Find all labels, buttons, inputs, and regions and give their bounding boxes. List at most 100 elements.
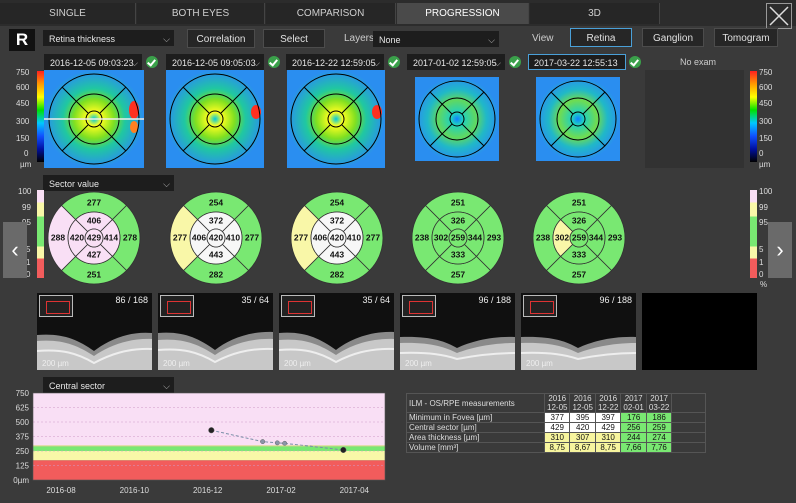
tab-comparison[interactable]: COMPARISON	[266, 3, 396, 24]
sector-value-outer: 277	[294, 232, 308, 242]
close-button[interactable]	[766, 3, 792, 29]
table-cell: 8,67	[569, 442, 596, 453]
sector-value-inner: 326	[572, 215, 586, 225]
exam-date-value: 2017-03-22 12:55:13	[534, 58, 618, 68]
table-cell: 186	[645, 412, 673, 423]
tab-both-eyes[interactable]: BOTH EYES	[137, 3, 265, 24]
tab-single[interactable]: SINGLE	[0, 3, 136, 24]
table-cell: 429	[594, 422, 622, 433]
sector-value-outer: 257	[451, 269, 465, 279]
x-tick-label: 2016-12	[193, 486, 223, 495]
trend-point[interactable]	[340, 446, 347, 454]
thickness-map[interactable]	[287, 70, 385, 168]
bscan-view[interactable]: 96 / 188 200 µm	[521, 293, 636, 370]
thickness-map[interactable]	[536, 77, 620, 161]
central-sector	[84, 228, 104, 248]
thickness-tick: 150	[759, 134, 773, 143]
bscan-view[interactable]: 86 / 168 200 µm	[37, 293, 152, 370]
bscan-location-thumbnail[interactable]	[523, 295, 557, 317]
check-icon	[268, 56, 280, 68]
normative-band	[33, 446, 385, 451]
x-tick-label: 2017-02	[266, 486, 296, 495]
empty-bscan-slot	[642, 293, 757, 370]
sector-mode-select[interactable]: Sector value ⌵	[43, 175, 174, 191]
sector-value-inner: 443	[330, 249, 344, 259]
bscan-counter: 35 / 64	[241, 295, 269, 305]
exam-date-select[interactable]: 2016-12-22 12:59:05 ⌵	[286, 54, 384, 70]
exam-date-select[interactable]: 2017-01-02 12:59:05 ⌵	[407, 54, 505, 70]
sector-value-inner: 410	[347, 232, 361, 242]
view-ganglion-button[interactable]: Ganglion	[642, 28, 704, 47]
trend-point[interactable]	[208, 427, 215, 434]
thickness-tick: 600	[16, 83, 30, 92]
bscan-location-thumbnail[interactable]	[281, 295, 315, 317]
sector-value-center: 420	[330, 232, 344, 242]
normative-band	[33, 393, 385, 446]
table-row: Minimum in Fovea [µm] 377 395 397 176 18…	[406, 412, 707, 423]
bscan-location-thumbnail[interactable]	[39, 295, 73, 317]
sector-value-outer: 257	[572, 269, 586, 279]
table-cell: 8,75	[594, 442, 622, 453]
trend-point[interactable]	[282, 440, 288, 446]
trend-chart: 750 625 500 375 250 125 0µm 2016-08 2016-10 2016-…	[13, 389, 386, 495]
thickness-map[interactable]	[44, 70, 144, 168]
sector-value-inner: 406	[313, 232, 327, 242]
table-cell: 420	[569, 422, 596, 433]
chevron-down-icon: ⌵	[163, 179, 170, 189]
sector-value-inner: 410	[226, 232, 240, 242]
column-header: 2016 12-22	[594, 393, 622, 413]
select-button[interactable]: Select	[263, 29, 325, 48]
thickness-tick: 750	[759, 68, 773, 77]
sector-value-inner: 344	[468, 232, 482, 242]
chevron-down-icon: ⌵	[253, 58, 260, 68]
thickness-map[interactable]	[166, 70, 264, 168]
exam-date-select[interactable]: 2016-12-05 09:03:23 ⌵	[44, 54, 142, 70]
table-cell: 7,76	[645, 442, 673, 453]
percentile-tick: 100	[18, 187, 32, 196]
thickness-tick: 600	[759, 83, 773, 92]
prev-exam-button[interactable]: ‹	[3, 222, 27, 278]
table-cell: 274	[645, 432, 673, 443]
bscan-image	[400, 336, 515, 370]
sector-value-outer: 277	[87, 197, 101, 207]
sector-value-inner: 326	[451, 215, 465, 225]
trend-point[interactable]	[260, 439, 266, 445]
trend-point[interactable]	[274, 440, 280, 446]
layers-select[interactable]: None ⌵	[373, 31, 499, 47]
sector-value-outer: 254	[209, 197, 223, 207]
table-cell	[671, 442, 707, 453]
exam-date-select[interactable]: 2017-03-22 12:55:13	[528, 54, 626, 70]
correlation-button[interactable]: Correlation	[187, 29, 255, 48]
y-tick-label: 625	[16, 404, 30, 413]
bscan-view[interactable]: 35 / 64 200 µm	[279, 293, 394, 370]
chevron-down-icon: ⌵	[373, 58, 380, 68]
view-retina-button[interactable]: Retina	[570, 28, 632, 47]
bscan-scale-label: 200 µm	[163, 359, 190, 368]
sector-value-outer: 238	[415, 232, 429, 242]
bscan-location-thumbnail[interactable]	[402, 295, 436, 317]
sector-value-outer: 277	[366, 232, 380, 242]
map-type-select[interactable]: Retina thickness ⌵	[43, 30, 174, 46]
exam-date-select[interactable]: 2016-12-05 09:05:03 ⌵	[166, 54, 264, 70]
bscan-image	[521, 336, 636, 370]
next-exam-button[interactable]: ›	[768, 222, 792, 278]
tab-3d[interactable]: 3D	[530, 3, 660, 24]
thickness-map-graphic	[287, 70, 385, 168]
sector-value-inner: 406	[87, 215, 101, 225]
exam-date-value: 2016-12-22 12:59:05	[292, 58, 376, 68]
percentile-tick: 1	[759, 258, 764, 267]
bscan-location-thumbnail[interactable]	[160, 295, 194, 317]
table-cell	[671, 422, 707, 433]
trend-parameter-select[interactable]: Central sector ⌵	[43, 377, 174, 393]
sector-value-inner: 406	[192, 232, 206, 242]
thickness-map[interactable]	[415, 77, 499, 161]
tab-progression[interactable]: PROGRESSION	[397, 3, 529, 24]
table-row: Area thickness [µm] 310 307 310 244 274	[406, 432, 707, 443]
thickness-map-graphic	[44, 70, 144, 168]
view-tomogram-button[interactable]: Tomogram	[714, 28, 778, 47]
bscan-view[interactable]: 35 / 64 200 µm	[158, 293, 273, 370]
bscan-view[interactable]: 96 / 188 200 µm	[400, 293, 515, 370]
